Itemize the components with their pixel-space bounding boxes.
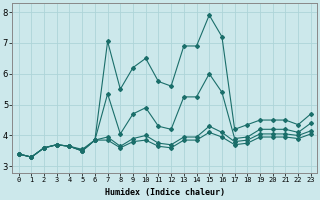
X-axis label: Humidex (Indice chaleur): Humidex (Indice chaleur)	[105, 188, 225, 197]
